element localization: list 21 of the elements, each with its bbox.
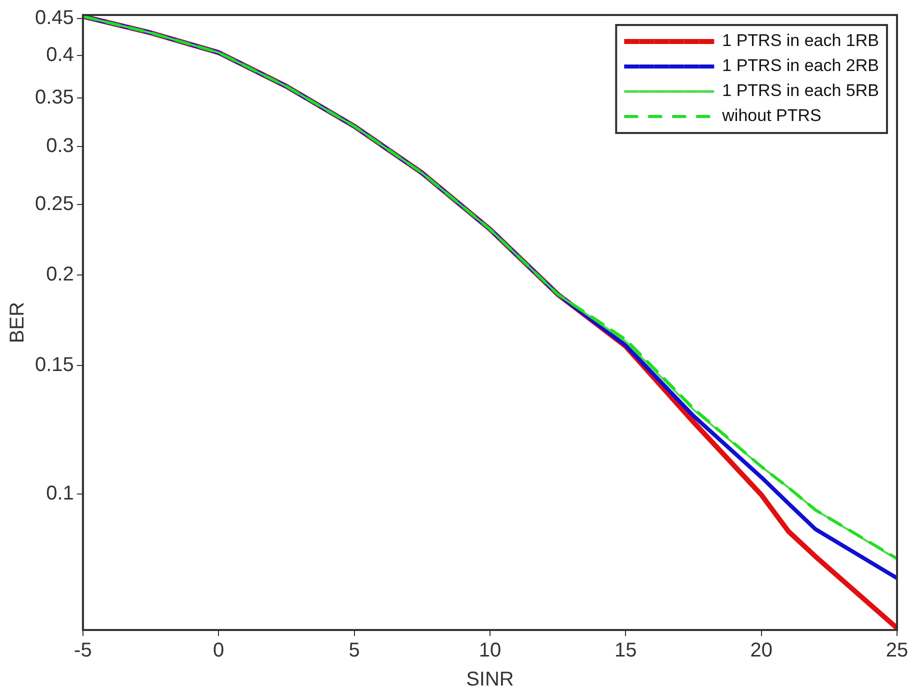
y-tick-label: 0.1 <box>46 482 74 504</box>
y-tick-label: 0.2 <box>46 263 74 286</box>
y-tick-label: 0.4 <box>46 44 74 66</box>
legend-label: 1 PTRS in each 2RB <box>722 56 880 76</box>
x-axis-title: SINR <box>466 668 514 691</box>
y-axis-title: BER <box>6 302 29 344</box>
y-tick-label: 0.15 <box>34 354 74 376</box>
legend-label: 1 PTRS in each 5RB <box>722 81 880 100</box>
x-tick-label: 15 <box>614 640 637 662</box>
legend-label: 1 PTRS in each 1RB <box>722 31 880 50</box>
y-tick-label: 0.45 <box>34 7 74 30</box>
legend-label: wihout PTRS <box>721 106 822 126</box>
y-tick-label: 0.3 <box>46 135 74 158</box>
x-tick-label: 25 <box>886 640 908 662</box>
x-tick-label: 10 <box>478 640 502 662</box>
y-tick-label: 0.25 <box>34 192 74 215</box>
x-tick-label: -5 <box>74 640 92 662</box>
y-tick-label: 0.35 <box>34 86 74 108</box>
x-tick-label: 5 <box>348 640 360 662</box>
x-tick-label: 0 <box>213 640 224 662</box>
x-tick-label: 20 <box>750 640 772 662</box>
